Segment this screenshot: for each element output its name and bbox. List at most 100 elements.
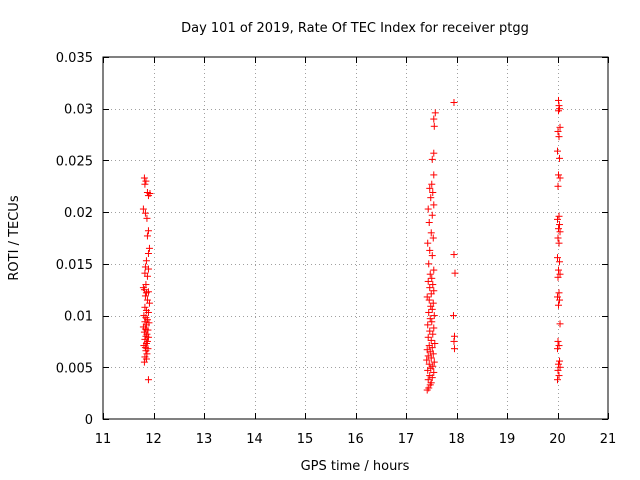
data-point [140,174,148,182]
x-tick-label: 14 [246,432,263,447]
data-point [141,318,149,326]
data-point [426,246,434,254]
data-point [427,336,435,344]
x-tick-label: 18 [448,432,465,447]
data-point [555,372,563,380]
data-point [430,358,438,366]
data-point [429,362,437,370]
data-point [555,102,563,110]
data-point [428,318,436,326]
data-point [144,376,152,384]
data-point [424,333,432,341]
data-point [428,211,436,219]
data-point [430,115,438,123]
data-point [140,358,148,366]
x-tick-label: 15 [297,432,314,447]
data-point [426,184,434,192]
data-point [430,171,438,179]
data-point [430,312,438,320]
data-point [430,287,438,295]
data-point [141,303,149,311]
data-point [451,269,459,277]
x-tick-label: 11 [95,432,112,447]
data-point [143,232,151,240]
data-point [428,305,436,313]
data-point [555,266,563,274]
y-tick-label: 0.03 [64,103,93,118]
data-point [555,225,563,233]
data-point [555,133,563,141]
data-point [144,308,152,316]
data-point [423,346,431,354]
data-point [430,368,438,376]
plot-frame [102,56,609,420]
data-point [450,251,458,259]
data-point [144,250,152,258]
data-point [429,234,437,242]
data-point [428,274,436,282]
data-point [428,155,436,163]
data-point [554,215,561,223]
data-point [450,99,458,107]
data-point [426,284,434,292]
data-point [145,299,153,307]
data-point [554,337,562,345]
data-point [142,347,150,355]
x-tick-label: 19 [499,432,516,447]
data-point [142,177,150,185]
y-tick-label: 0.005 [56,361,93,376]
grid-lines [103,57,608,419]
data-point [430,201,438,209]
y-tick-label: 0.01 [64,310,93,325]
data-point [428,252,436,260]
data-point [425,384,433,392]
data-point [142,257,150,265]
data-point [450,337,458,345]
data-point [426,315,434,323]
data-point [142,289,150,297]
data-point [555,239,563,247]
data-point [430,324,438,332]
data-point [554,182,562,190]
data-point [139,205,147,213]
data-point [554,376,561,384]
y-axis-label: ROTI / TECUs [7,195,22,280]
x-tick-label: 16 [347,432,364,447]
x-tick-label: 12 [145,432,162,447]
y-tick-label: 0 [85,413,93,428]
data-point [424,321,432,329]
data-point [555,212,563,220]
data-point [426,372,434,380]
y-tick-label: 0.015 [56,258,93,273]
data-point [555,360,563,368]
data-point [141,209,149,217]
data-point [556,357,564,365]
data-points [139,96,564,394]
x-tick-label: 17 [398,432,415,447]
data-point [554,293,561,301]
chart-title: Day 101 of 2019, Rate Of TEC Index for r… [181,21,529,36]
data-point [144,333,152,341]
data-point [430,266,438,274]
data-point [428,180,436,188]
data-point [429,299,437,307]
data-point [554,254,561,262]
data-point [555,342,563,350]
x-tick-label: 21 [600,432,617,447]
data-point [430,149,438,157]
data-point [143,272,151,280]
data-point [424,277,432,285]
data-point [554,345,561,353]
data-point [555,96,563,104]
data-point [427,194,435,202]
data-point [425,308,433,316]
data-point [556,105,564,113]
data-point [425,218,433,226]
data-point [556,270,564,278]
data-point [424,352,432,360]
data-point [555,171,563,179]
y-tick-label: 0.02 [64,206,93,221]
data-point [424,239,432,247]
x-axis-label: GPS time / hours [301,459,410,474]
data-point [430,122,438,130]
